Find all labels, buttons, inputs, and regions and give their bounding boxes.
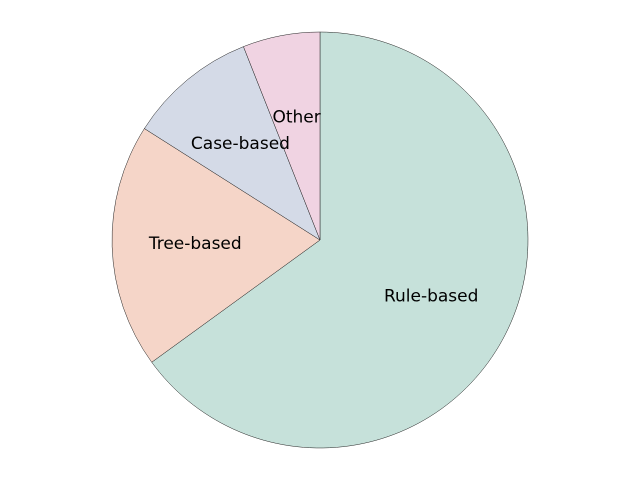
pie-label-other: Other xyxy=(272,107,320,127)
pie-slice-case-based xyxy=(144,46,321,241)
pie-slice-tree-based xyxy=(111,128,321,363)
pie-label-tree-based: Tree-based xyxy=(148,234,242,254)
pie-slice-rule-based xyxy=(151,31,529,449)
pie-slice-other xyxy=(243,31,321,241)
pie-label-rule-based: Rule-based xyxy=(384,287,478,307)
pie-label-case-based: Case-based xyxy=(191,134,290,154)
pie-labels: Rule-based Tree-based Case-based Other xyxy=(148,107,479,306)
pie-slices xyxy=(111,31,529,449)
